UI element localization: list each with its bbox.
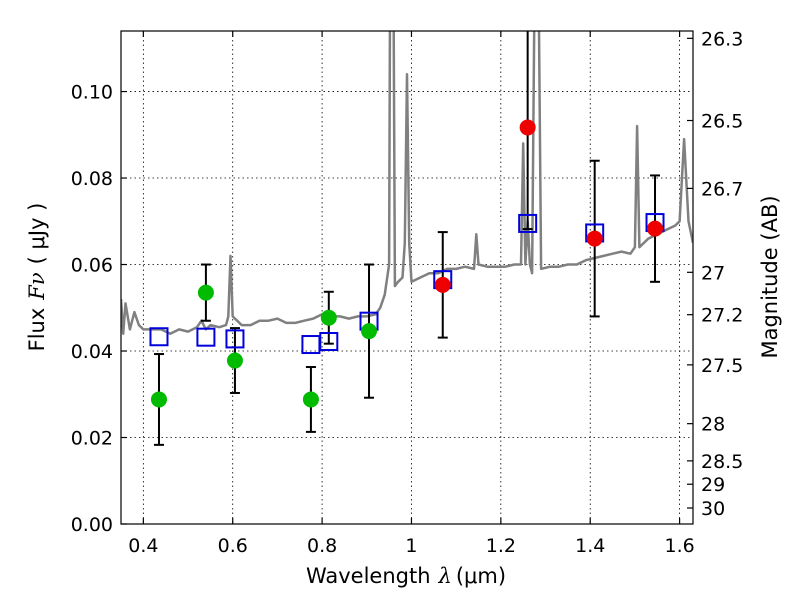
- y-tick-label: 0.00: [71, 514, 113, 536]
- y2-tick-label: 30: [701, 498, 725, 520]
- x-tick-label: 1: [405, 535, 417, 557]
- observed-point: [647, 220, 664, 237]
- y2-axis-title: Magnitude (AB): [758, 195, 782, 358]
- y-axis-title: FluxFν( μJy ): [25, 203, 49, 352]
- y2-tick-label: 27.5: [701, 355, 743, 377]
- observed-point: [226, 352, 243, 369]
- y-tick-label: 0.04: [71, 341, 113, 363]
- observed-point: [302, 391, 319, 408]
- grid-lines: [121, 31, 693, 525]
- x-axis-title: Wavelength λ (μm): [306, 564, 506, 588]
- observed-point: [586, 230, 603, 247]
- observed-point: [361, 323, 378, 340]
- y2-tick-label: 28: [701, 414, 725, 436]
- x-tick-label: 0.8: [307, 535, 337, 557]
- x-tick-label: 0.4: [128, 535, 158, 557]
- y2-tick-label: 26.5: [701, 111, 743, 133]
- x-tick-label: 0.6: [218, 535, 248, 557]
- y-tick-label: 0.06: [71, 255, 113, 277]
- x-tick-label: 1.4: [575, 535, 605, 557]
- model-photometry-marker: [319, 332, 339, 352]
- axis-ticks: 0.4 0.6 0.8 1 1.2 1.4 1.6 0.00 0.02 0.04 0.06 0.08 0…: [71, 28, 744, 557]
- observed-point: [150, 391, 167, 408]
- y2-tick-label: 26.7: [701, 178, 743, 200]
- model-photometry-marker: [149, 327, 169, 347]
- y2-tick-label: 29: [701, 474, 725, 496]
- observed-point: [434, 276, 451, 293]
- y2-tick-label: 27.2: [701, 305, 743, 327]
- observed-point: [197, 284, 214, 301]
- y2-tick-label: 28.5: [701, 451, 743, 473]
- model-photometry-marker: [196, 327, 216, 347]
- model-sed-line: [121, 31, 693, 335]
- y-tick-label: 0.02: [71, 428, 113, 450]
- y-tick-label: 0.08: [71, 168, 113, 190]
- observed-point: [320, 309, 337, 326]
- model-photometry-marker: [518, 213, 538, 233]
- model-sed-layer: [121, 31, 693, 335]
- y2-tick-label: 27: [701, 262, 725, 284]
- model-photometry-marker: [225, 329, 245, 349]
- observed-points-layer: [150, 119, 664, 408]
- observed-point: [519, 119, 536, 136]
- x-tick-label: 1.6: [664, 535, 694, 557]
- plot-frame: [120, 30, 694, 525]
- x-tick-label: 1.2: [486, 535, 516, 557]
- y-tick-label: 0.10: [71, 82, 113, 104]
- y2-tick-label: 26.3: [701, 28, 743, 50]
